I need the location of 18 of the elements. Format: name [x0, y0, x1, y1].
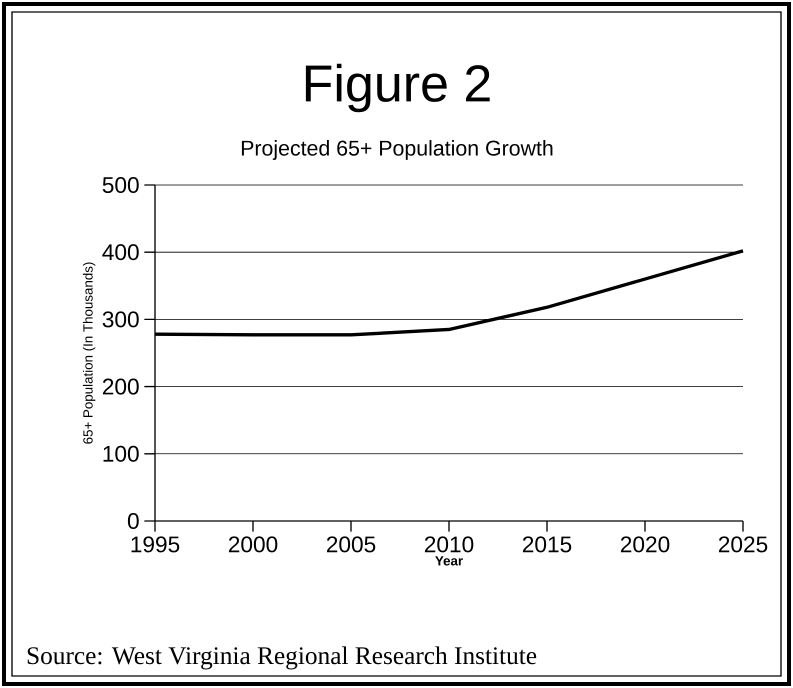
y-tick-label: 200	[102, 378, 139, 395]
source-note: Source: West Virginia Regional Research Institute	[28, 646, 536, 670]
y-axis-title: 65+ Population (In Thousands)	[82, 262, 96, 444]
x-tick-label: 2005	[326, 536, 376, 552]
x-tick-label: 2015	[522, 536, 572, 552]
x-tick-label: 2000	[228, 536, 278, 552]
x-tick-label: 2020	[620, 536, 670, 552]
y-tick-label: 300	[102, 311, 139, 328]
y-tick-label: 0	[128, 512, 139, 530]
chart-title: Figure 2	[306, 64, 490, 112]
y-tick-label: 400	[102, 244, 139, 260]
chart-subtitle: Projected 65+ Population Growth	[242, 140, 552, 160]
x-axis-title: Year	[435, 556, 463, 566]
y-tick-label: 500	[102, 176, 139, 194]
y-tick-label: 100	[104, 446, 139, 462]
x-tick-label: 2010	[424, 536, 474, 552]
x-tick-label: 2025	[718, 536, 768, 552]
x-tick-label: 1995	[132, 536, 180, 552]
